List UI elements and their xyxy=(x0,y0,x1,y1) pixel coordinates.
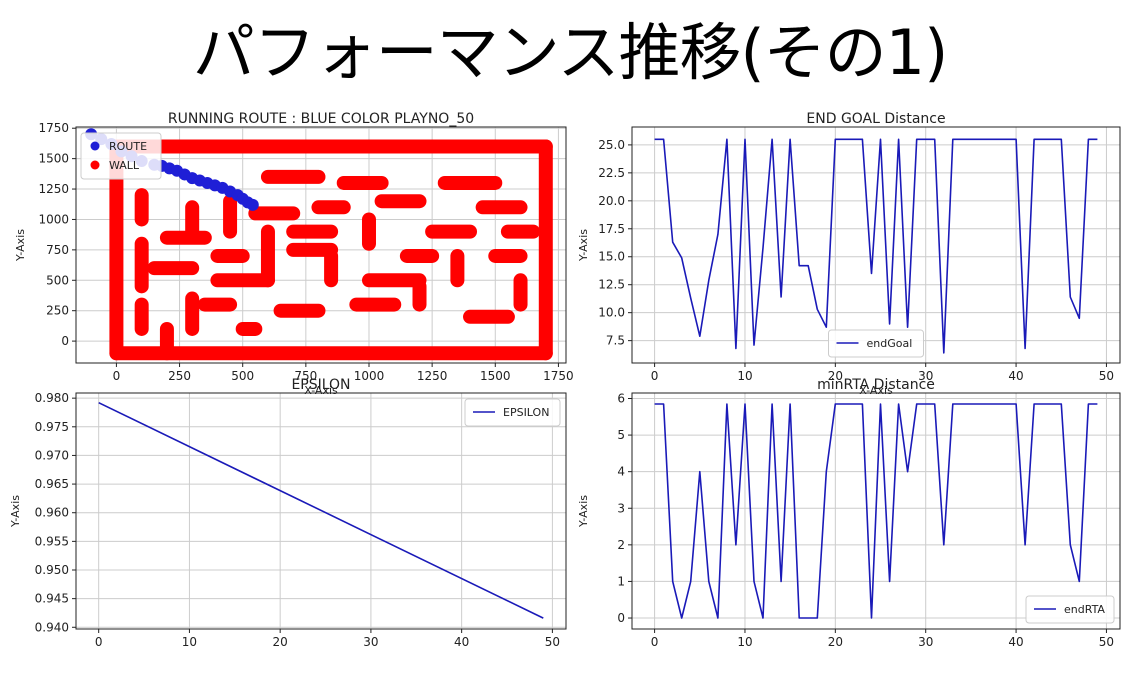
y-tick-label: 500 xyxy=(46,273,69,287)
y-tick-label: 5 xyxy=(617,428,625,442)
x-tick-label: 0 xyxy=(95,635,103,649)
y-tick-label: 12.5 xyxy=(598,278,625,292)
legend-marker xyxy=(90,141,100,151)
x-tick-label: 40 xyxy=(1008,635,1023,649)
plot-frame xyxy=(631,392,1121,630)
y-tick-label: 0.965 xyxy=(35,477,69,491)
legend-label: endGoal xyxy=(867,337,913,350)
chart-title: END GOAL Distance xyxy=(806,111,945,127)
x-tick-label: 750 xyxy=(294,369,317,383)
y-tick-label: 0.945 xyxy=(35,592,69,606)
x-tick-label: 10 xyxy=(182,635,197,649)
x-tick-label: 40 xyxy=(454,635,469,649)
wall-series xyxy=(109,139,553,361)
slide-title: パフォーマンス推移(その1) xyxy=(192,16,949,89)
chart-title: EPSILON xyxy=(291,377,350,393)
y-tick-label: 1750 xyxy=(38,121,69,135)
y-tick-label: 250 xyxy=(46,304,69,318)
legend-label: ROUTE xyxy=(109,140,147,153)
y-tick-label: 25.0 xyxy=(598,138,625,152)
x-tick-label: 250 xyxy=(168,369,191,383)
x-tick-label: 40 xyxy=(1008,369,1023,383)
chart-minrta: 0 10 20 30 40 50 0 1 2 3 4 5 6 minRTA Distance Y-Axis e… xyxy=(577,377,1121,649)
x-tick-label: 50 xyxy=(1099,369,1114,383)
legend: endGoal xyxy=(828,329,924,358)
legend-box xyxy=(80,132,162,180)
y-tick-label: 0.940 xyxy=(35,620,69,634)
y-tick-label: 0.970 xyxy=(35,448,69,462)
plot-frame xyxy=(75,392,567,630)
legend: ROUTE WALL xyxy=(80,132,162,180)
y-tick-label: 1500 xyxy=(38,152,69,166)
legend: endRTA xyxy=(1025,595,1115,624)
x-tick-label: 1750 xyxy=(543,369,574,383)
y-tick-label: 22.5 xyxy=(598,166,625,180)
x-tick-label: 20 xyxy=(828,369,843,383)
legend-box xyxy=(1025,595,1115,624)
legend-marker xyxy=(90,160,100,170)
y-tick-label: 0 xyxy=(617,611,625,625)
y-tick-label: 1 xyxy=(617,574,625,588)
y-tick-label: 3 xyxy=(617,501,625,515)
y-tick-label: 20.0 xyxy=(598,194,625,208)
x-tick-label: 1500 xyxy=(480,369,511,383)
route-point xyxy=(246,198,259,211)
series-line-endGoal xyxy=(654,138,1098,354)
legend-label: EPSILON xyxy=(503,406,549,419)
y-tick-label: 0.960 xyxy=(35,506,69,520)
y-tick-label: 0.955 xyxy=(35,534,69,548)
y-tick-label: 7.5 xyxy=(606,334,625,348)
x-tick-label: 30 xyxy=(363,635,378,649)
y-tick-label: 0.950 xyxy=(35,563,69,577)
chart-title: minRTA Distance xyxy=(817,377,935,393)
legend-box xyxy=(464,398,561,427)
x-tick-label: 1000 xyxy=(354,369,385,383)
x-tick-label: 10 xyxy=(737,369,752,383)
series-line-EPSILON xyxy=(98,401,544,619)
legend-label: endRTA xyxy=(1064,603,1105,616)
x-tick-label: 1250 xyxy=(417,369,448,383)
legend-label: WALL xyxy=(109,159,140,172)
x-axis-label: X-Axis xyxy=(859,384,893,397)
y-axis-label: Y-Axis xyxy=(577,495,590,528)
y-tick-label: 0.975 xyxy=(35,420,69,434)
y-tick-label: 15.0 xyxy=(598,250,625,264)
plot-frame xyxy=(75,126,567,364)
y-tick-label: 10.0 xyxy=(598,306,625,320)
x-axis-label: X-Axis xyxy=(304,384,338,397)
y-axis-label: Y-Axis xyxy=(14,229,27,262)
chart-epsilon: 0 10 20 30 40 50 0.940 0.945 0.950 0.955 0.960 0.96… xyxy=(9,377,567,649)
x-tick-label: 0 xyxy=(113,369,121,383)
plot-frame xyxy=(631,126,1121,364)
y-tick-label: 1250 xyxy=(38,182,69,196)
legend: EPSILON xyxy=(464,398,561,427)
chart-title: RUNNING ROUTE : BLUE COLOR PLAYNO_50 xyxy=(168,111,474,127)
y-tick-label: 750 xyxy=(46,243,69,257)
x-tick-label: 20 xyxy=(828,635,843,649)
y-axis-label: Y-Axis xyxy=(577,229,590,262)
x-tick-label: 500 xyxy=(231,369,254,383)
y-tick-label: 0.980 xyxy=(35,391,69,405)
x-tick-label: 10 xyxy=(737,635,752,649)
x-tick-label: 50 xyxy=(1099,635,1114,649)
x-tick-label: 0 xyxy=(651,369,659,383)
x-tick-label: 20 xyxy=(273,635,288,649)
x-tick-label: 30 xyxy=(918,635,933,649)
y-tick-label: 17.5 xyxy=(598,222,625,236)
y-tick-label: 4 xyxy=(617,465,625,479)
series-line-endRTA xyxy=(654,403,1098,619)
y-tick-label: 6 xyxy=(617,391,625,405)
y-tick-label: 1000 xyxy=(38,212,69,226)
x-tick-label: 30 xyxy=(918,369,933,383)
x-tick-label: 0 xyxy=(651,635,659,649)
legend-box xyxy=(828,329,924,358)
y-tick-label: 0 xyxy=(61,334,69,348)
x-tick-label: 50 xyxy=(545,635,560,649)
chart-route: 0 250 500 750 1000 1250 1500 1750 0 250 500 750 1000… xyxy=(14,111,574,397)
chart-endgoal: 0 10 20 30 40 50 7.5 10.0 12.5 15.0 17.5 20.0 22.5 25… xyxy=(577,111,1121,397)
y-tick-label: 2 xyxy=(617,538,625,552)
y-axis-label: Y-Axis xyxy=(9,495,22,528)
